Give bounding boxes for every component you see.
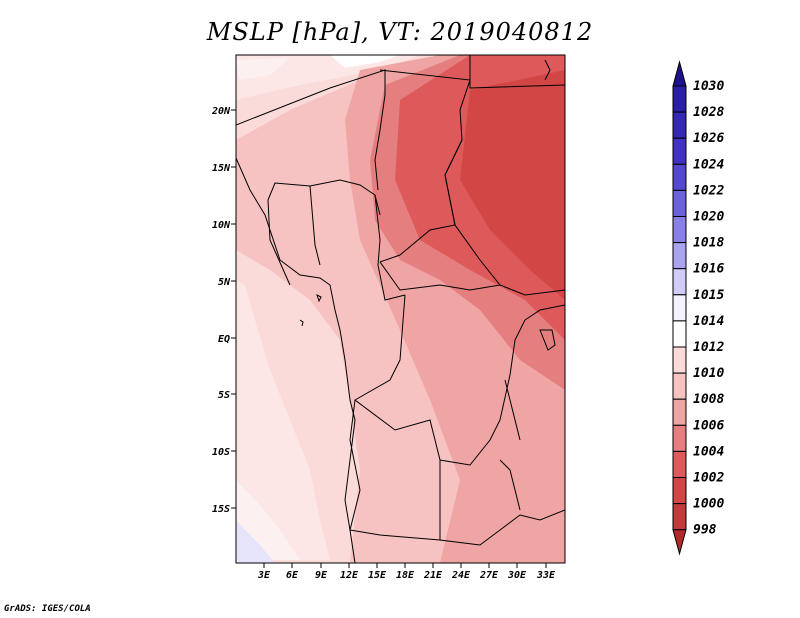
longitude-axis: 3E 6E 9E 12E 15E 18E 21E 24E 27E 30E 33E <box>257 563 556 581</box>
latitude-axis: 20N 15N 10N 5N EQ 5S 10S 15S <box>211 106 236 515</box>
lon-label: 15E <box>368 570 387 581</box>
colorbar-segment <box>672 216 687 244</box>
lon-label: 33E <box>536 570 556 581</box>
pressure-field <box>236 55 565 563</box>
colorbar-label: 1012 <box>693 340 724 355</box>
colorbar-segment <box>672 346 687 374</box>
colorbar-segment <box>672 268 687 296</box>
lon-label: 30E <box>507 570 527 581</box>
colorbar-segment <box>672 398 687 426</box>
colorbar-label: 1024 <box>693 157 724 172</box>
colorbar-segment <box>672 294 687 322</box>
colorbar-label: 1030 <box>693 79 724 94</box>
lat-label: 10N <box>212 220 231 231</box>
grads-credit: GrADS: IGES/COLA <box>4 604 91 614</box>
lon-label: 21E <box>423 570 443 581</box>
lat-label: 20N <box>211 106 231 117</box>
lon-label: 24E <box>451 570 471 581</box>
lat-label: 5N <box>218 277 231 288</box>
colorbar-segment <box>672 320 687 348</box>
colorbar-label: 1002 <box>693 471 724 486</box>
colorbar-segment <box>672 163 687 191</box>
lon-label: 12E <box>340 570 359 581</box>
colorbar-label: 1016 <box>693 262 724 277</box>
lon-label: 6E <box>286 570 299 581</box>
lon-label: 18E <box>396 570 415 581</box>
colorbar-label: 1026 <box>693 131 724 146</box>
lat-label: EQ <box>218 334 230 345</box>
colorbar-segment <box>672 424 687 452</box>
colorbar-label: 1014 <box>693 314 724 329</box>
colorbar: 1030 1028 1026 1024 1022 1020 1018 1016 1015 1014… <box>672 60 724 556</box>
colorbar-label: 1018 <box>693 236 724 251</box>
colorbar-segment <box>672 450 687 478</box>
colorbar-label: 1004 <box>693 444 724 459</box>
colorbar-segment <box>672 111 687 139</box>
lat-label: 5S <box>218 390 230 401</box>
colorbar-segment <box>672 189 687 217</box>
lat-label: 15N <box>212 163 231 174</box>
lat-label: 10S <box>212 447 230 458</box>
colorbar-bottom-arrow <box>672 529 687 556</box>
colorbar-segment <box>672 372 687 400</box>
colorbar-segment <box>672 242 687 270</box>
colorbar-label: 1020 <box>693 210 724 225</box>
colorbar-segment <box>672 137 687 165</box>
colorbar-label: 998 <box>693 523 717 538</box>
lon-label: 9E <box>315 570 328 581</box>
colorbar-segment <box>672 85 687 113</box>
colorbar-segment <box>672 503 687 531</box>
colorbar-top-arrow <box>672 60 687 87</box>
colorbar-label: 1022 <box>693 183 724 198</box>
map-frame <box>235 54 566 564</box>
map-title: MSLP [hPa], VT: 2019040812 <box>206 18 594 46</box>
colorbar-label: 1028 <box>693 105 724 120</box>
colorbar-label: 1008 <box>693 392 724 407</box>
colorbar-label: 1000 <box>693 497 724 512</box>
lat-label: 15S <box>212 504 230 515</box>
colorbar-segment <box>672 477 687 505</box>
colorbar-label: 1015 <box>693 288 724 303</box>
lon-label: 3E <box>257 570 271 581</box>
colorbar-label: 1010 <box>693 366 724 381</box>
lon-label: 27E <box>479 570 499 581</box>
colorbar-label: 1006 <box>693 418 724 433</box>
